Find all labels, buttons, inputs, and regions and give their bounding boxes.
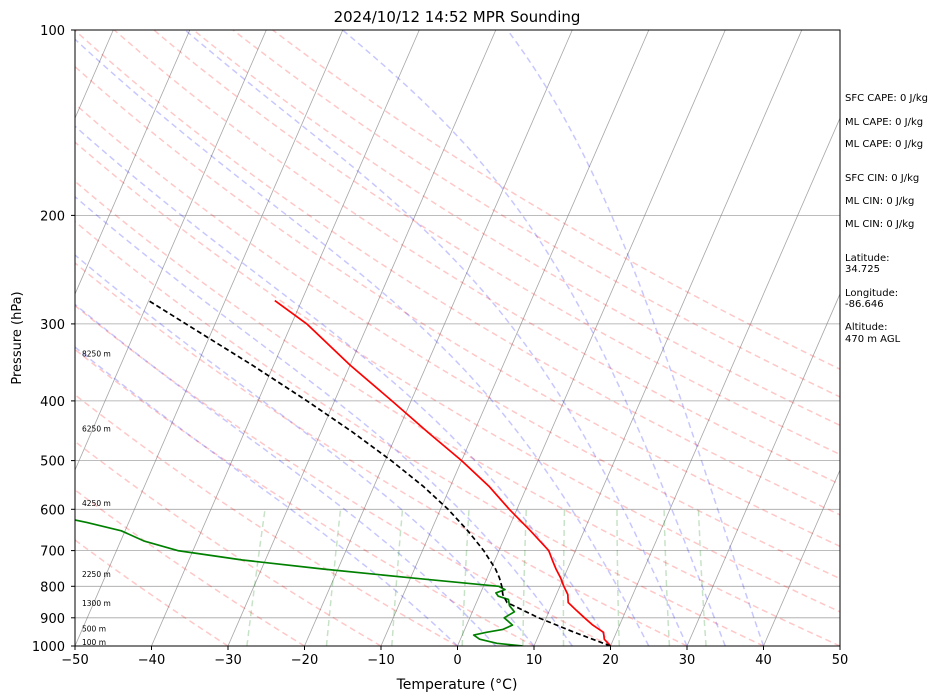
isotherm-line bbox=[533, 30, 803, 646]
isotherm-line bbox=[304, 30, 573, 646]
height-label-4: 4250 m bbox=[82, 499, 111, 508]
dry-adiabat-line bbox=[272, 30, 840, 371]
isotherm-line bbox=[75, 30, 344, 646]
mixing-ratio-line bbox=[522, 509, 528, 646]
height-label-1: 500 m bbox=[82, 624, 106, 633]
sounding-parameters-panel: SFC CAPE: 0 J/kg ML CAPE: 0 J/kg ML CAPE… bbox=[845, 0, 947, 700]
isotherm-line bbox=[457, 30, 726, 646]
dry-adiabat-line bbox=[153, 30, 840, 456]
isotherm-line bbox=[686, 292, 840, 646]
moist-adiabat-line bbox=[184, 30, 688, 646]
latitude-label: Latitude: bbox=[845, 253, 890, 264]
dry-adiabat-line bbox=[232, 30, 840, 398]
x-axis-label: Temperature (°C) bbox=[396, 677, 518, 693]
height-label-3: 2250 m bbox=[82, 570, 111, 579]
isotherm-line bbox=[75, 30, 267, 472]
ml-cape-text-2: ML CAPE: 0 J/kg bbox=[845, 139, 924, 150]
parcel-profile-line bbox=[148, 299, 611, 646]
dry-adiabat-line bbox=[75, 348, 535, 646]
y-tick-label: 800 bbox=[40, 580, 65, 595]
isotherm-line bbox=[610, 117, 840, 646]
y-tick-label: 500 bbox=[40, 455, 65, 470]
ml-cin-text-2: ML CIN: 0 J/kg bbox=[845, 219, 915, 230]
dry-adiabat-line bbox=[193, 30, 840, 427]
y-tick-label: 300 bbox=[40, 318, 65, 333]
plot-frame bbox=[74, 29, 841, 647]
ml-cape-text: ML CAPE: 0 J/kg bbox=[845, 117, 924, 128]
x-tick-label: 30 bbox=[679, 653, 696, 668]
y-tick-label: 100 bbox=[40, 24, 65, 39]
y-tick-label: 1000 bbox=[32, 640, 65, 655]
y-axis-label: Pressure (hPa) bbox=[10, 291, 25, 384]
ml-cin-text: ML CIN: 0 J/kg bbox=[845, 196, 915, 207]
dewpoint-profile-line bbox=[75, 519, 523, 646]
dry-adiabat-line bbox=[75, 65, 840, 548]
x-tick-label: 10 bbox=[526, 653, 543, 668]
x-tick-label: −50 bbox=[61, 653, 88, 668]
y-tick-label: 700 bbox=[40, 545, 65, 560]
x-tick-label: 50 bbox=[832, 653, 849, 668]
x-tick-label: −30 bbox=[214, 653, 241, 668]
dry-adiabat-line bbox=[75, 30, 840, 516]
moist-adiabat-line bbox=[75, 303, 497, 646]
sfc-cin-text: SFC CIN: 0 J/kg bbox=[845, 173, 920, 184]
height-label-5: 6250 m bbox=[82, 424, 111, 433]
dry-adiabat-line bbox=[113, 30, 840, 486]
mixing-ratio-line bbox=[616, 509, 621, 646]
dry-adiabat-line bbox=[75, 102, 840, 580]
dry-adiabat-line bbox=[75, 440, 382, 646]
dry-adiabat-line bbox=[75, 262, 688, 646]
latitude-value: 34.725 bbox=[845, 264, 880, 275]
moist-adiabat-line bbox=[342, 30, 726, 646]
height-label-0: 100 m bbox=[82, 638, 106, 647]
temperature-profile-line bbox=[274, 299, 612, 646]
x-tick-label: −40 bbox=[138, 653, 165, 668]
longitude-value: -86.646 bbox=[845, 299, 884, 310]
longitude-label: Longitude: bbox=[845, 288, 899, 299]
moist-adiabat-line bbox=[506, 30, 765, 646]
moist-adiabat-line bbox=[75, 346, 459, 646]
height-label-6: 8250 m bbox=[82, 349, 111, 358]
isotherm-line bbox=[763, 469, 840, 646]
x-tick-label: 20 bbox=[602, 653, 619, 668]
moist-adiabat-line bbox=[75, 254, 535, 646]
y-tick-label: 900 bbox=[40, 612, 65, 627]
dry-adiabat-line bbox=[75, 539, 229, 646]
isotherm-line bbox=[227, 30, 497, 646]
dry-adiabat-line bbox=[75, 180, 840, 646]
height-label-2: 1300 m bbox=[82, 599, 111, 608]
moist-adiabat-line bbox=[75, 38, 650, 646]
altitude-value: 470 m AGL bbox=[845, 334, 901, 345]
x-tick-label: 40 bbox=[755, 653, 772, 668]
x-tick-label: −10 bbox=[367, 653, 394, 668]
y-tick-label: 600 bbox=[40, 503, 65, 518]
isotherm-line bbox=[380, 30, 650, 646]
dry-adiabat-line bbox=[75, 393, 458, 646]
moist-adiabat-line bbox=[75, 125, 612, 646]
isotherm-line bbox=[75, 30, 191, 296]
dry-adiabat-line bbox=[75, 220, 764, 646]
chart-title: 2024/10/12 14:52 MPR Sounding bbox=[334, 8, 581, 26]
mixing-ratio-line bbox=[325, 509, 342, 646]
y-tick-label: 200 bbox=[40, 209, 65, 224]
isotherm-line bbox=[151, 30, 420, 646]
dry-adiabat-line bbox=[75, 304, 611, 646]
mixing-ratio-line bbox=[246, 509, 266, 646]
x-tick-label: −20 bbox=[291, 653, 318, 668]
sfc-cape-text: SFC CAPE: 0 J/kg bbox=[845, 93, 928, 104]
moist-adiabat-line bbox=[75, 195, 573, 646]
x-tick-label: 0 bbox=[453, 653, 461, 668]
y-tick-label: 400 bbox=[40, 395, 65, 410]
dry-adiabat-line bbox=[75, 141, 840, 613]
altitude-label: Altitude: bbox=[845, 322, 888, 333]
